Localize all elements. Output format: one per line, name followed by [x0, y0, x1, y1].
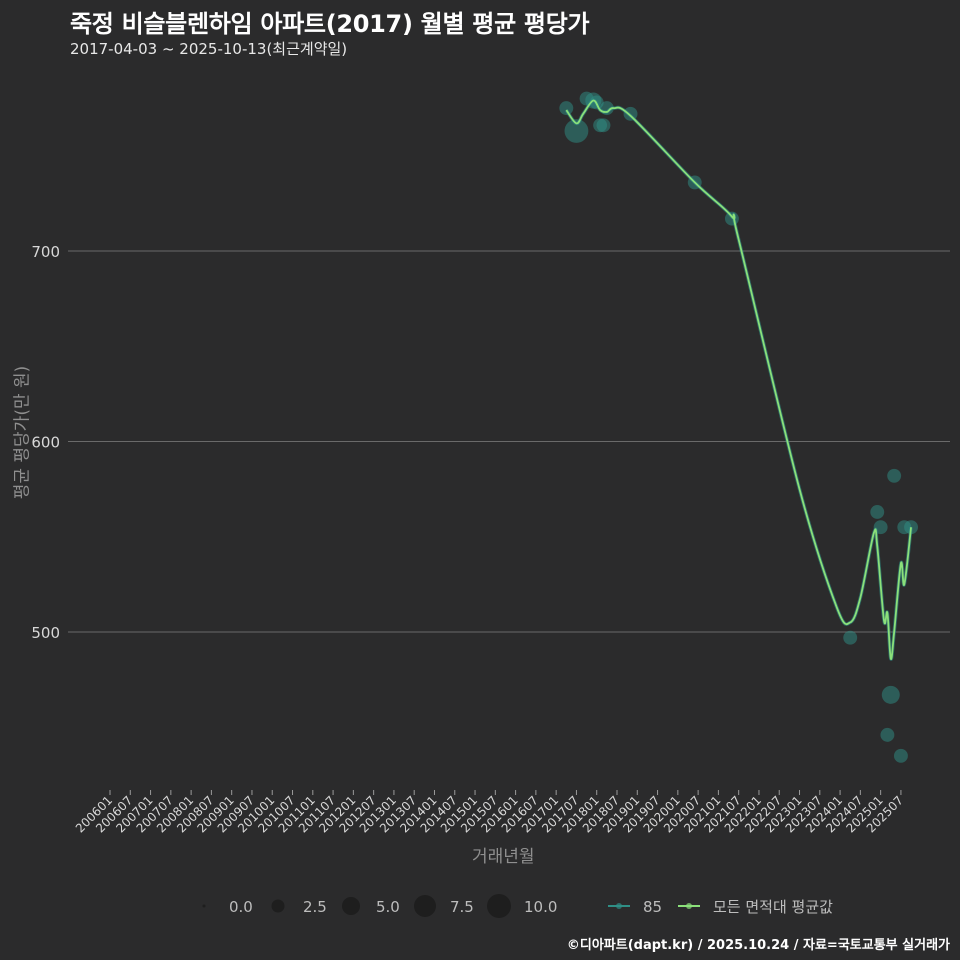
size-legend-label: 5.0 [376, 898, 400, 916]
size-legend-key [202, 904, 206, 908]
chart-subtitle: 2017-04-03 ~ 2025-10-13(최근계약일) [70, 40, 348, 58]
data-point [564, 119, 589, 143]
size-legend-label: 10.0 [524, 898, 557, 916]
series-legend-dot [616, 903, 622, 909]
data-point [559, 101, 574, 116]
size-legend-label: 0.0 [229, 898, 253, 916]
size-legend-key [487, 894, 511, 918]
x-tick-labels: 2006012006072007012007072008012008072009… [73, 790, 906, 836]
series-85-path [564, 98, 913, 661]
data-point [596, 118, 611, 133]
chart-title: 죽정 비슬블렌하임 아파트(2017) 월별 평균 평당가 [70, 10, 590, 38]
y-tick-label: 600 [31, 434, 60, 452]
x-axis-label: 거래년월 [472, 847, 535, 867]
y-tick-label: 700 [31, 243, 60, 261]
data-point [881, 685, 900, 704]
data-point [843, 630, 858, 645]
series-legend-label: 모든 면적대 평균값 [713, 898, 833, 916]
legend: 0.0 2.5 5.0 7.5 10.0 85 모든 면적대 평균값 [202, 894, 833, 918]
size-legend-label: 2.5 [303, 898, 327, 916]
series-85-line [564, 98, 913, 661]
size-legend-key [271, 899, 285, 913]
y-gridlines [68, 250, 950, 633]
source-caption: ©디아파트(dapt.kr) / 2025.10.24 / 자료=국토교통부 실… [566, 938, 950, 953]
data-point [870, 505, 885, 519]
size-legend-label: 7.5 [450, 898, 474, 916]
series-85-points [559, 91, 919, 763]
data-point [887, 468, 902, 483]
size-legend-key [414, 895, 436, 917]
y-tick-labels: 500 600 700 [31, 243, 60, 642]
series-legend-label: 85 [643, 898, 662, 916]
y-tick-label: 500 [31, 624, 60, 642]
data-point [893, 748, 908, 763]
series-legend-dot [686, 903, 692, 909]
series-average-line [565, 99, 912, 660]
average-path [565, 99, 912, 660]
data-point [880, 727, 895, 742]
size-legend-key [342, 897, 360, 915]
